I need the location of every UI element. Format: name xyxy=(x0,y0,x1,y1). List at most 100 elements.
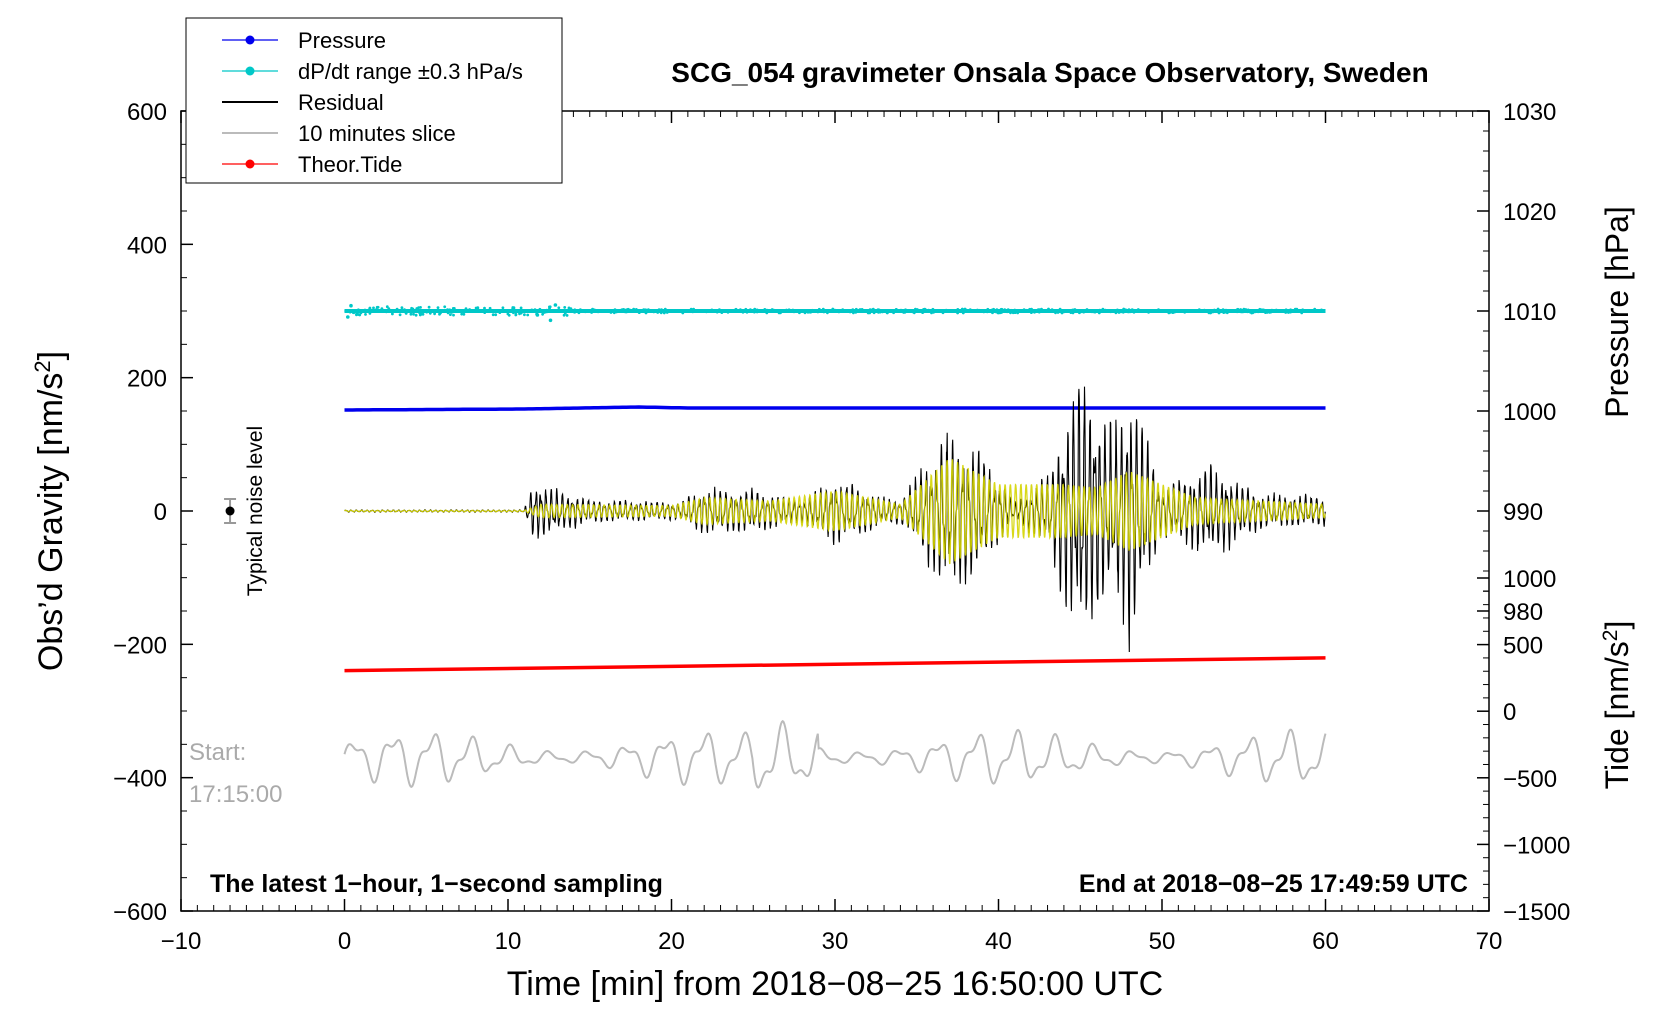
dpdt-point xyxy=(468,308,471,311)
dpdt-point xyxy=(961,307,964,311)
dpdt-point xyxy=(1058,307,1062,311)
legend-marker xyxy=(245,159,255,169)
dpdt-point xyxy=(1203,308,1206,312)
dpdt-point xyxy=(523,313,526,317)
dpdt-point xyxy=(452,313,455,317)
dpdt-point xyxy=(848,310,852,314)
dpdt-point xyxy=(634,308,638,311)
dpdt-point xyxy=(718,308,721,311)
dpdt-point xyxy=(662,311,666,315)
dpdt-point xyxy=(899,309,903,312)
dpdt-point xyxy=(1047,309,1051,313)
dpdt-point xyxy=(755,308,759,312)
dpdt-point xyxy=(758,309,762,312)
dpdt-point xyxy=(689,307,693,311)
dpdt-point xyxy=(1022,308,1026,311)
legend-entries: Pressure dP/dt range ±0.3 hPa/s Residual 10… xyxy=(222,28,523,177)
dpdt-point xyxy=(391,311,394,314)
dpdt-point xyxy=(443,305,447,309)
dpdt-point xyxy=(994,310,997,314)
dpdt-point xyxy=(448,308,452,312)
filtered-line xyxy=(344,459,1326,565)
dpdt-point xyxy=(1209,311,1212,315)
dpdt-point xyxy=(1071,308,1075,312)
dpdt-point xyxy=(387,307,391,311)
dpdt-point xyxy=(409,312,413,316)
dpdt-point xyxy=(867,311,871,314)
dpdt-point xyxy=(456,309,459,312)
dpdt-point xyxy=(659,311,663,315)
dpdt-point xyxy=(765,308,769,312)
dpdt-point xyxy=(1005,310,1009,314)
dpdt-point xyxy=(720,311,724,314)
dpdt-point xyxy=(460,312,464,316)
dpdt-point xyxy=(1047,307,1050,311)
dpdt-point xyxy=(1097,311,1101,315)
dpdt-point xyxy=(1249,310,1253,313)
dpdt-point xyxy=(346,315,350,319)
dpdt-point xyxy=(749,308,752,311)
dpdt-point xyxy=(705,310,708,314)
dpdt-point xyxy=(491,313,495,317)
dpdt-point xyxy=(778,309,782,312)
dpdt-point xyxy=(794,309,798,313)
dpdt-point xyxy=(927,309,930,313)
dpdt-point xyxy=(637,310,641,314)
dpdt-point xyxy=(352,311,356,315)
dpdt-point xyxy=(355,313,358,317)
dpdt-point xyxy=(363,308,367,312)
dpdt-point xyxy=(1123,309,1127,313)
dpdt-point xyxy=(831,307,835,311)
dpdt-point xyxy=(459,309,463,312)
legend-label: dP/dt range ±0.3 hPa/s xyxy=(298,59,523,84)
dpdt-point xyxy=(998,311,1002,315)
dpdt-point xyxy=(1317,310,1320,313)
dpdt-point xyxy=(1071,311,1075,315)
dpdt-point xyxy=(729,309,733,312)
dpdt-point xyxy=(498,311,502,314)
dpdt-point xyxy=(733,308,736,312)
dpdt-point xyxy=(741,309,745,313)
dpdt-point xyxy=(1256,310,1260,314)
dpdt-point xyxy=(1116,309,1119,313)
dpdt-point xyxy=(1268,311,1272,314)
dpdt-point xyxy=(483,311,487,314)
x-tick-label: 50 xyxy=(1149,928,1176,955)
dpdt-point xyxy=(822,310,826,314)
dpdt-point xyxy=(894,308,898,311)
dpdt-point xyxy=(643,308,647,312)
dpdt-point xyxy=(553,303,558,307)
dpdt-point xyxy=(515,310,518,313)
dpdt-point xyxy=(582,309,586,313)
dpdt-point xyxy=(872,309,876,312)
dpdt-point xyxy=(423,309,427,313)
dpdt-point xyxy=(941,311,945,315)
dpdt-point xyxy=(1098,308,1102,312)
dpdt-point xyxy=(444,309,448,313)
dpdt-point xyxy=(1305,309,1309,312)
dpdt-point xyxy=(888,309,892,313)
dpdt-point xyxy=(753,310,756,314)
dpdt-point xyxy=(660,308,663,311)
dpdt-point xyxy=(1246,310,1249,314)
dpdt-point xyxy=(872,311,876,315)
dpdt-point xyxy=(494,313,498,317)
dpdt-point xyxy=(755,310,759,314)
y-tick-label: 600 xyxy=(127,99,167,126)
dpdt-point xyxy=(1260,308,1264,312)
dpdt-point xyxy=(470,309,474,313)
dpdt-point xyxy=(1167,309,1171,312)
dpdt-point xyxy=(357,308,360,312)
pressure-tick-label: 1020 xyxy=(1503,199,1556,226)
dpdt-point xyxy=(652,310,656,314)
dpdt-point xyxy=(579,308,582,312)
dpdt-point xyxy=(548,305,552,309)
dpdt-point xyxy=(931,307,935,311)
noise-label: Typical noise level xyxy=(244,426,267,596)
dpdt-point xyxy=(647,308,650,311)
dpdt-point xyxy=(617,309,621,312)
legend-box xyxy=(185,17,563,184)
dpdt-point xyxy=(1126,310,1130,314)
tide-axis-ticks: 1000 500 0 −500 −1000 −1500 xyxy=(1477,566,1570,926)
x-tick-label: 10 xyxy=(495,928,522,955)
